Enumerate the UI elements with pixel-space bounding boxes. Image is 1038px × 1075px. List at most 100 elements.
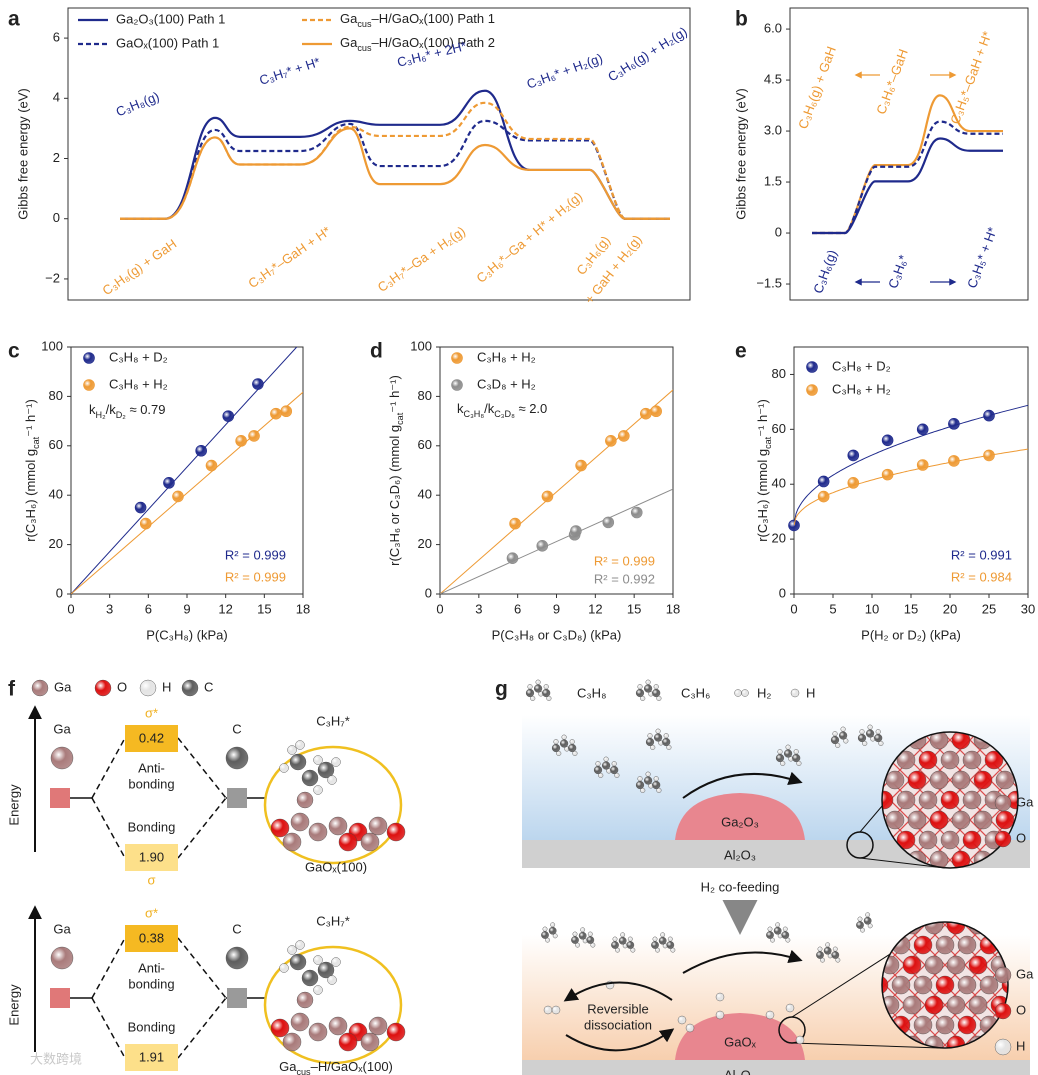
atom — [862, 740, 868, 746]
atom — [655, 728, 661, 734]
antibonding-symbol: σ* — [145, 705, 158, 720]
y-tick-label: 4 — [53, 90, 60, 105]
atom — [662, 737, 671, 747]
y-tick-label: 0 — [56, 585, 63, 600]
atom — [561, 734, 567, 740]
legend-marker — [806, 384, 818, 396]
atom — [568, 743, 577, 753]
atom — [935, 975, 955, 995]
orbital-ga — [50, 788, 70, 808]
atom — [31, 679, 49, 697]
atom — [785, 744, 791, 750]
annotation: C₃H₆(g) + H₂(g) — [605, 24, 690, 85]
profile-line — [120, 127, 670, 220]
y-tick-label: 100 — [41, 338, 63, 353]
atom — [139, 679, 157, 697]
text-part: r(C₃H₆ or C₃D₆) (mmol g — [387, 425, 402, 566]
x-tick-label: 0 — [790, 601, 797, 616]
text-part: cus — [296, 1067, 311, 1075]
atom — [882, 922, 900, 935]
atom — [571, 936, 579, 944]
atom — [831, 951, 840, 959]
atom — [660, 932, 666, 938]
atom — [832, 946, 838, 952]
atom — [586, 936, 595, 944]
atom — [635, 688, 645, 698]
x-tick-label: 6 — [514, 601, 521, 616]
data-point — [541, 490, 554, 503]
text-part: r(C₃H₆) (mmol g — [755, 449, 770, 542]
x-tick-label: 15 — [257, 601, 271, 616]
atom — [282, 832, 302, 852]
atom — [907, 810, 927, 830]
x-tick-label: 12 — [218, 601, 232, 616]
atom — [666, 744, 672, 750]
annotation: C₃H₆* — [885, 253, 911, 290]
profile-line — [812, 94, 1003, 235]
dashed-link — [91, 737, 126, 799]
data-point — [172, 490, 184, 503]
atom — [551, 1005, 561, 1015]
atom — [973, 810, 993, 830]
antibonding-box — [125, 925, 178, 952]
atom — [865, 912, 871, 918]
fit-line — [440, 389, 673, 594]
atom — [658, 936, 667, 945]
atom — [896, 830, 916, 850]
panel-label: g — [495, 678, 508, 701]
adsorbate-label: C₃H₇* — [316, 913, 350, 928]
atom — [968, 995, 988, 1015]
profile-line — [120, 89, 670, 220]
annotation: C₃H₆* + H₂(g) — [525, 50, 605, 91]
atom — [542, 688, 551, 698]
legend-label: C — [204, 679, 213, 694]
step-label: H₂ co-feeding — [701, 879, 780, 894]
atom — [882, 975, 889, 995]
antibonding-box — [125, 725, 178, 752]
atom-label: C — [232, 921, 241, 936]
legend-label: GaOₓ(100) Path 1 — [116, 35, 219, 50]
bonding-label: Bonding — [128, 1019, 176, 1034]
atom — [734, 689, 742, 697]
atom — [295, 940, 305, 950]
atom — [667, 936, 673, 942]
atom — [962, 830, 982, 850]
atom — [654, 733, 663, 742]
atom-label: Ga — [53, 921, 71, 936]
x-tick-label: 0 — [436, 601, 443, 616]
text-part: H₂ — [96, 410, 107, 420]
panel-label: e — [735, 340, 747, 363]
atom — [792, 753, 801, 763]
text-part: cat — [31, 436, 41, 449]
atom — [331, 957, 341, 967]
text-part: cus — [357, 43, 372, 53]
y-tick-label: 40 — [772, 476, 786, 491]
data-point — [509, 517, 521, 530]
atom — [94, 679, 112, 697]
data-point — [134, 501, 147, 514]
profile-line — [120, 119, 670, 220]
atom — [308, 822, 328, 842]
atom — [313, 985, 323, 995]
atom — [569, 739, 575, 745]
atom — [990, 922, 1008, 935]
fit-line — [440, 488, 673, 594]
atom — [543, 1005, 553, 1015]
atom — [1013, 916, 1031, 934]
annotation: C₃H₆*–GaH — [873, 47, 910, 116]
support-label: Al₂O₃ — [724, 1067, 756, 1075]
atom — [626, 941, 635, 949]
data-point — [640, 407, 652, 420]
x-axis-label: P(H₂ or D₂) (kPa) — [861, 627, 961, 642]
atom — [593, 765, 603, 775]
y-axis-label: Gibbs free energy (eV) — [15, 88, 30, 220]
antibonding-label: bonding — [128, 976, 174, 991]
atom — [50, 946, 74, 970]
text-part: Ga — [279, 1059, 297, 1074]
atom — [885, 770, 905, 790]
atom — [287, 745, 297, 755]
particle-label: Ga₂O₃ — [721, 814, 759, 829]
data-point — [602, 516, 615, 529]
atom — [918, 750, 938, 770]
atom — [595, 761, 601, 767]
